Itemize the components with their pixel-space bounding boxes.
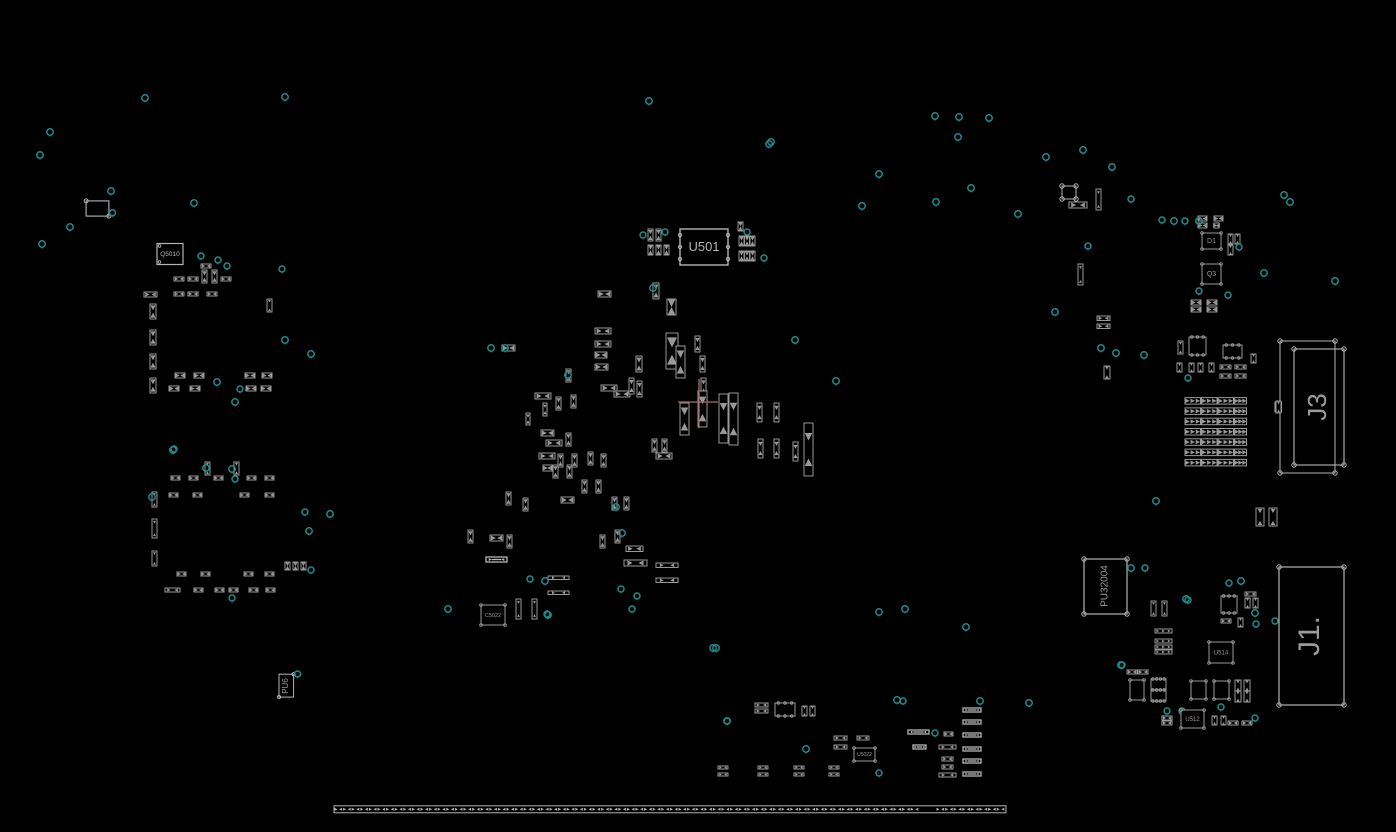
svg-text:J3: J3 <box>1302 393 1332 420</box>
svg-text:J1.: J1. <box>1293 616 1326 656</box>
svg-text:C5022: C5022 <box>485 613 501 619</box>
svg-text:Q3: Q3 <box>1207 271 1216 278</box>
svg-text:U512: U512 <box>1185 717 1200 723</box>
svg-text:U5022: U5022 <box>857 752 872 758</box>
svg-text:Q5010: Q5010 <box>160 251 180 258</box>
svg-text:U514: U514 <box>1214 650 1229 656</box>
svg-text:PU32004: PU32004 <box>1100 565 1111 607</box>
svg-text:PU6: PU6 <box>281 678 290 694</box>
svg-text:U501: U501 <box>688 239 719 254</box>
svg-text:D1: D1 <box>1207 238 1216 245</box>
